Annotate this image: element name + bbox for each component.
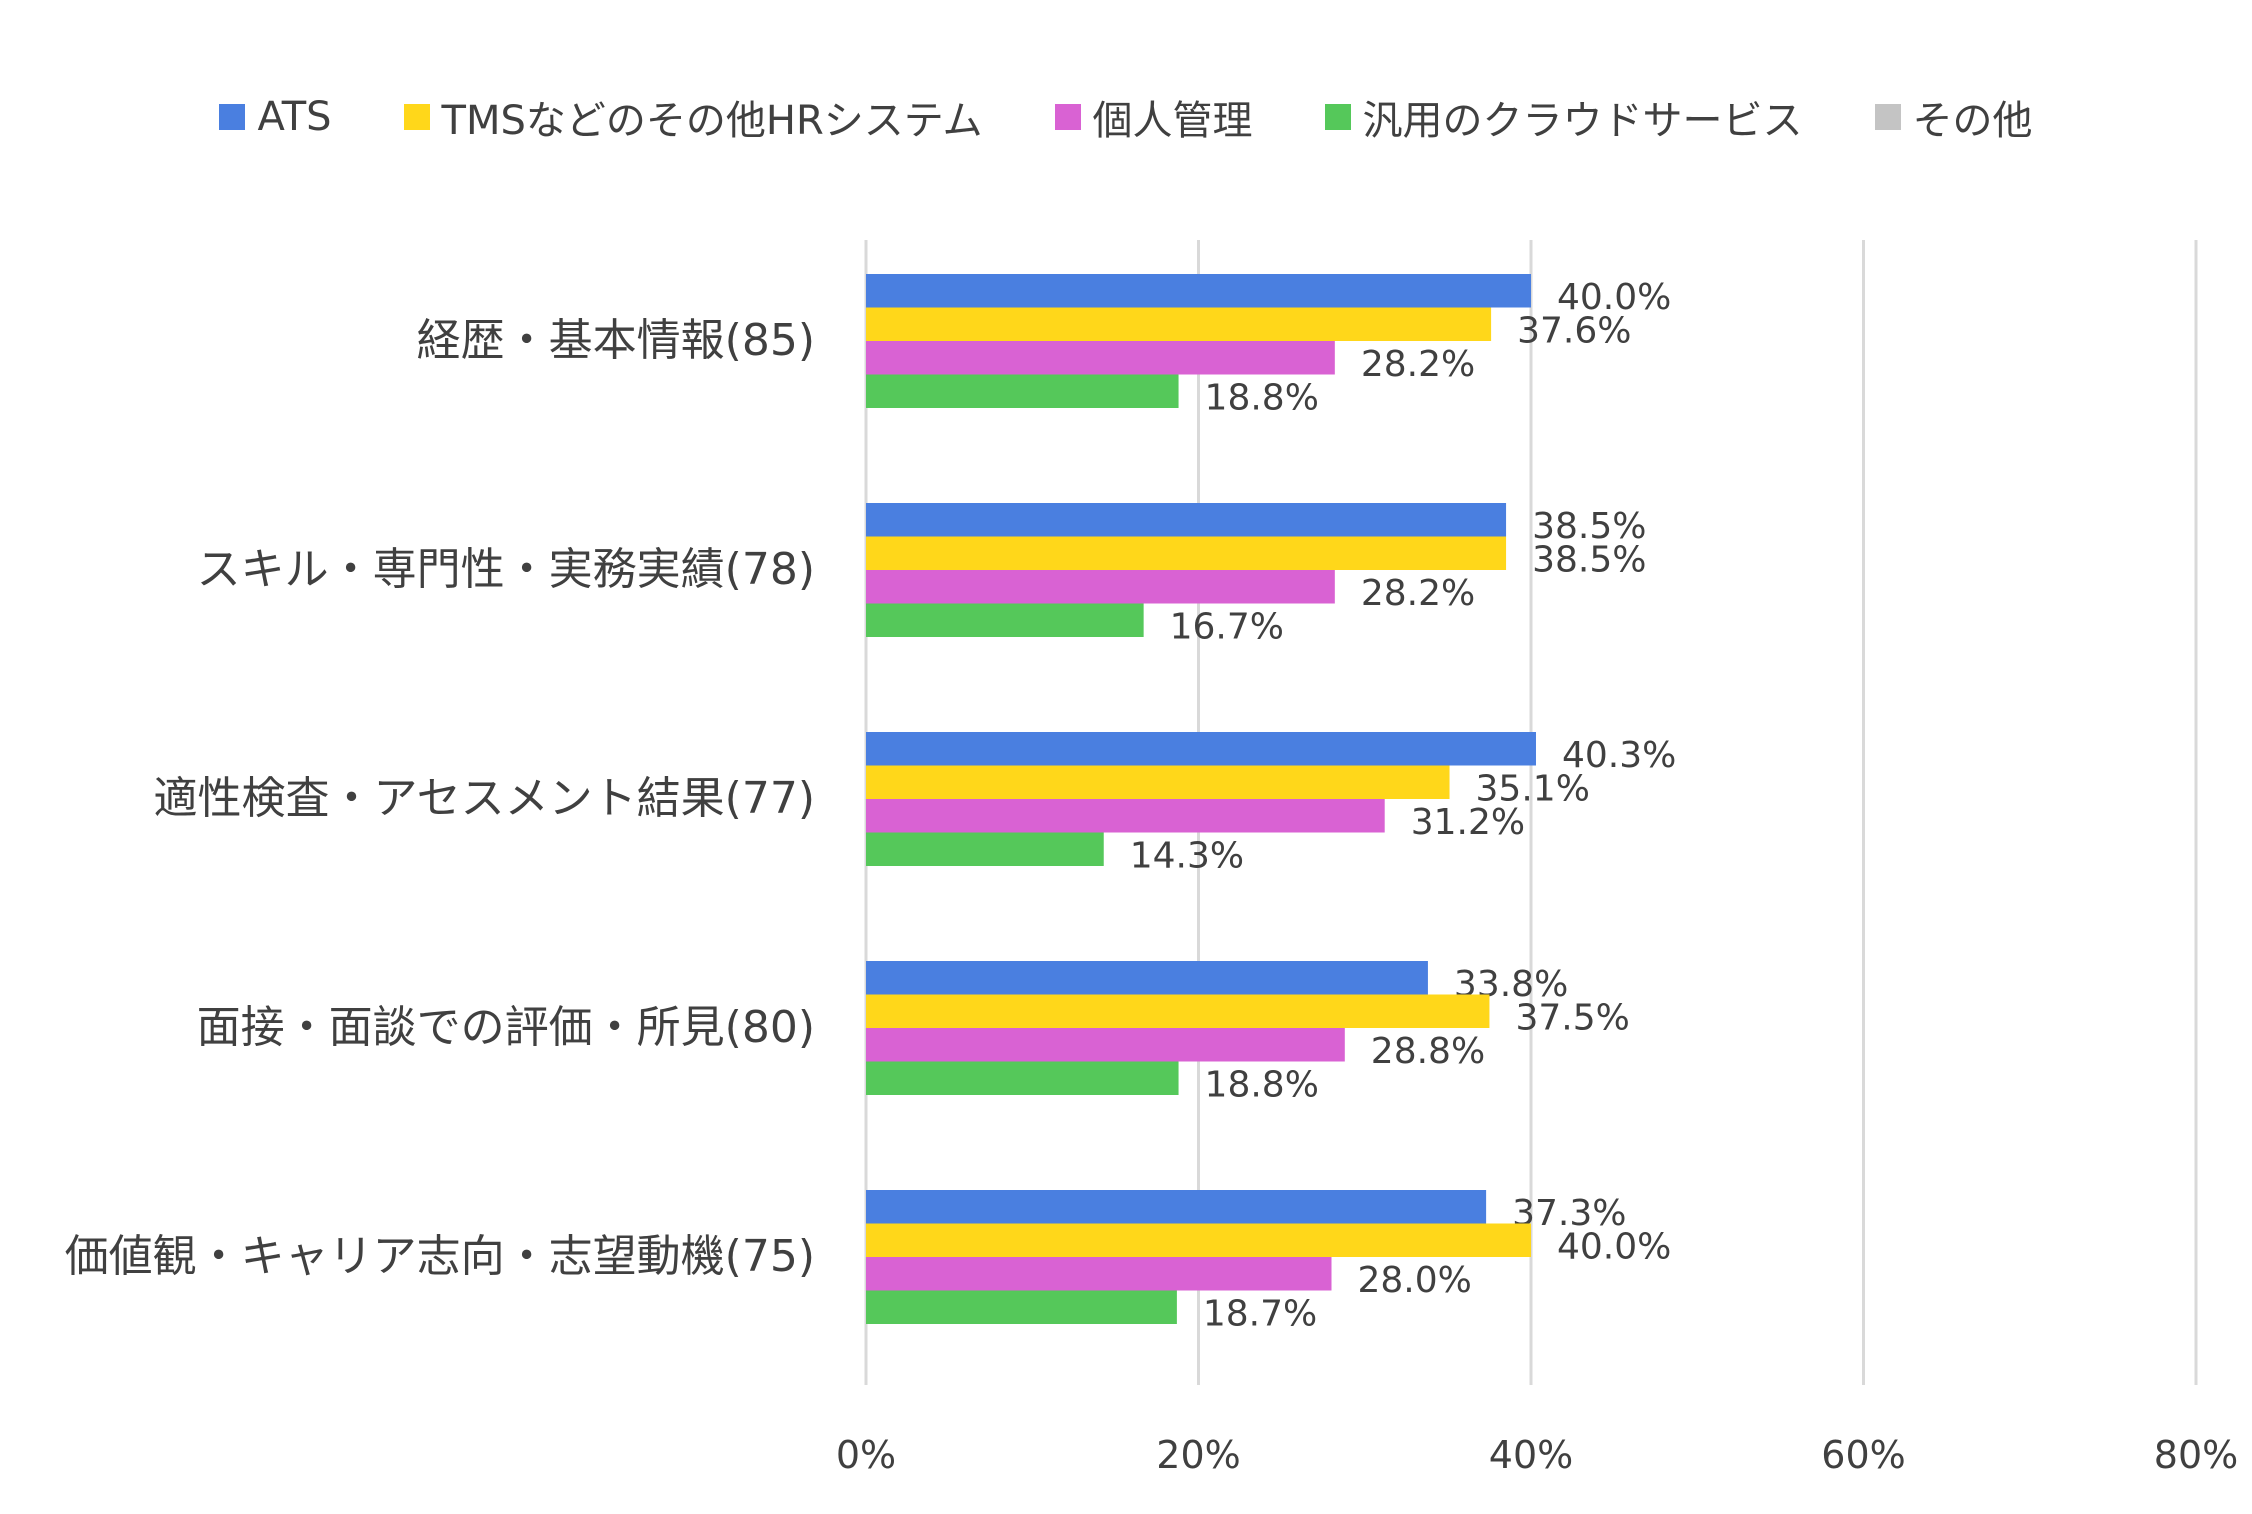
- bar-4-5: [866, 1290, 1177, 1324]
- legend-swatch-tms: [403, 104, 430, 130]
- bar-3-3: [866, 799, 1385, 833]
- legend-swatch-other: [1874, 104, 1901, 130]
- bar-1-5: [866, 1190, 1487, 1224]
- category-label: 面接・面談での評価・所見(80): [197, 1002, 815, 1053]
- bar-2-5: [866, 1223, 1531, 1257]
- legend-label-tms: TMSなどのその他HRシステム: [441, 98, 983, 144]
- x-tick-label: 60%: [1821, 1433, 1905, 1477]
- data-label: 31.2%: [1411, 802, 1525, 843]
- bar-4-3: [866, 832, 1104, 866]
- legend-item-personal[interactable]: 個人管理: [1054, 88, 1253, 146]
- data-label: 37.6%: [1517, 310, 1631, 351]
- bar-4-2: [866, 603, 1144, 637]
- bar-2-3: [866, 765, 1450, 799]
- data-label: 40.0%: [1557, 1226, 1671, 1267]
- data-label: 18.8%: [1205, 377, 1319, 418]
- x-tick-label: 80%: [2154, 1433, 2238, 1477]
- bar-1-1: [866, 274, 1531, 308]
- x-tick-label: 0%: [836, 1433, 896, 1477]
- data-label: 18.7%: [1203, 1293, 1317, 1334]
- data-label: 28.2%: [1361, 344, 1475, 385]
- category-label: 価値観・キャリア志向・志望動機(75): [65, 1231, 815, 1282]
- legend-swatch-personal: [1054, 104, 1081, 130]
- legend-item-cloud[interactable]: 汎用のクラウドサービス: [1324, 88, 1803, 146]
- data-label: 35.1%: [1476, 768, 1590, 809]
- legend-label-personal: 個人管理: [1092, 98, 1253, 144]
- legend-swatch-cloud: [1324, 104, 1351, 130]
- bar-2-4: [866, 994, 1490, 1028]
- bar-2-2: [866, 536, 1507, 570]
- data-label: 16.7%: [1170, 606, 1284, 647]
- data-label: 37.5%: [1515, 997, 1629, 1038]
- bar-1-3: [866, 732, 1536, 766]
- data-label: 40.0%: [1557, 277, 1671, 318]
- legend-label-ats: ATS: [257, 94, 332, 140]
- category-label: スキル・専門性・実務実績(78): [197, 544, 815, 595]
- legend-item-other[interactable]: その他: [1874, 88, 2033, 146]
- data-label: 18.8%: [1205, 1064, 1319, 1105]
- data-label: 40.3%: [1562, 735, 1676, 776]
- data-label: 28.8%: [1371, 1031, 1485, 1072]
- legend-item-tms[interactable]: TMSなどのその他HRシステム: [403, 88, 983, 146]
- legend-swatch-ats: [219, 104, 246, 130]
- data-label: 28.0%: [1358, 1260, 1472, 1301]
- data-label: 28.2%: [1361, 573, 1475, 614]
- data-label: 38.5%: [1532, 539, 1646, 580]
- bar-3-1: [866, 341, 1335, 375]
- legend-label-cloud: 汎用のクラウドサービス: [1362, 98, 1803, 144]
- x-tick-label: 40%: [1489, 1433, 1573, 1477]
- category-label: 経歴・基本情報(85): [417, 315, 815, 366]
- bar-3-5: [866, 1257, 1332, 1291]
- bar-2-1: [866, 307, 1492, 341]
- legend-item-ats[interactable]: ATS: [219, 94, 332, 140]
- bar-3-4: [866, 1028, 1345, 1062]
- data-label: 38.5%: [1532, 506, 1646, 547]
- bar-3-2: [866, 570, 1335, 604]
- x-tick-label: 20%: [1156, 1433, 1240, 1477]
- bar-1-4: [866, 961, 1428, 995]
- data-label: 37.3%: [1512, 1193, 1626, 1234]
- category-label: 適性検査・アセスメント結果(77): [154, 773, 815, 824]
- legend: ATS TMSなどのその他HRシステム 個人管理 汎用のクラウドサービス その他: [0, 88, 2252, 146]
- data-label: 14.3%: [1130, 835, 1244, 876]
- bar-4-4: [866, 1061, 1179, 1095]
- legend-label-other: その他: [1912, 98, 2033, 144]
- bar-1-2: [866, 503, 1507, 537]
- bar-4-1: [866, 374, 1179, 408]
